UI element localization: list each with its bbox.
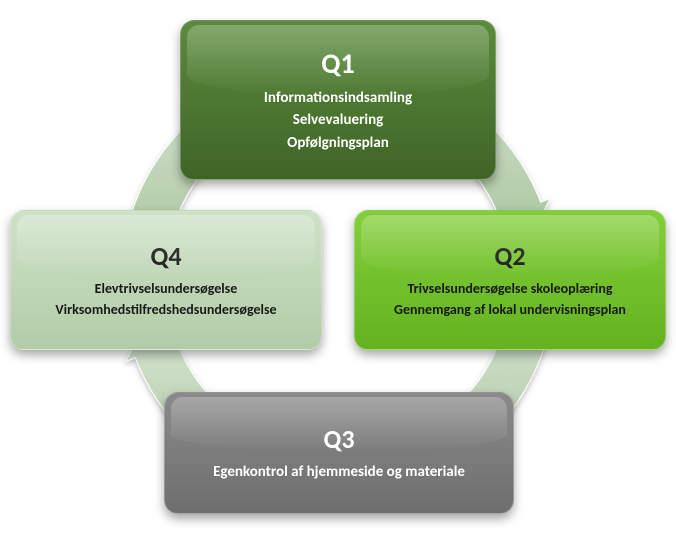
q2-title: Q2 <box>371 240 649 272</box>
q4-box: Q4 Elevtrivselsundersøgelse Virksomhedst… <box>10 210 322 350</box>
q1-line-1: Informationsindsamling <box>197 87 479 110</box>
cycle-diagram: Q1 Informationsindsamling Selvevaluering… <box>0 0 676 551</box>
q1-line-3: Opfølgningsplan <box>197 132 479 155</box>
q1-box: Q1 Informationsindsamling Selvevaluering… <box>180 20 496 180</box>
q2-line-1: Trivselsundersøgelse skoleoplæring <box>371 278 649 299</box>
q1-line-2: Selvevaluering <box>197 109 479 132</box>
q3-line-1: Egenkontrol af hjemmeside og materiale <box>181 461 497 484</box>
q2-box: Q2 Trivselsundersøgelse skoleoplæring Ge… <box>354 210 666 350</box>
q4-line-1: Elevtrivselsundersøgelse <box>27 278 305 299</box>
q2-line-2: Gennemgang af lokal undervisningsplan <box>371 299 649 320</box>
q3-title: Q3 <box>181 423 497 455</box>
q1-title: Q1 <box>197 46 479 81</box>
q4-title: Q4 <box>27 240 305 272</box>
q3-box: Q3 Egenkontrol af hjemmeside og material… <box>164 392 514 514</box>
q4-line-2: Virksomhedstilfredshedsundersøgelse <box>27 299 305 320</box>
